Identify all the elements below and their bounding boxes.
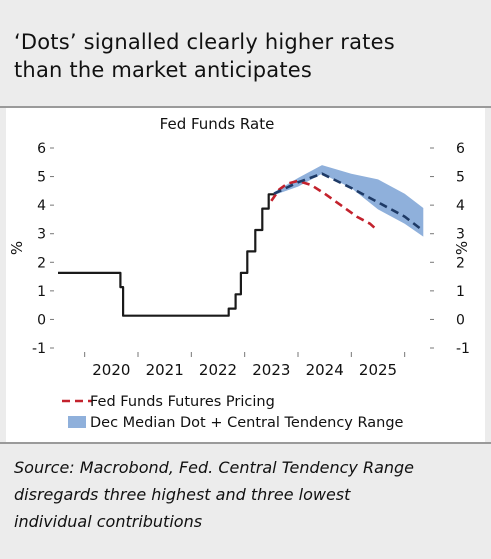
y-tick-label-left: 3 — [37, 227, 46, 243]
title-line-1: ‘Dots’ signalled clearly higher rates — [14, 30, 395, 54]
series-line — [273, 172, 425, 232]
page-title: ‘Dots’ signalled clearly higher rates th… — [14, 28, 484, 84]
axes: -1 -1 0 0 1 1 2 2 3 3 4 4 5 5 6 6 2020 2021 2022 2023 2024 20… — [32, 141, 470, 379]
y-tick-label-left: 1 — [37, 284, 46, 300]
central-tendency-band — [274, 165, 424, 237]
y-tick-label-right: -1 — [456, 341, 470, 357]
y-axis-label-right: % — [453, 241, 471, 255]
footer: Source: Macrobond, Fed. Central Tendency… — [0, 442, 491, 559]
y-tick-label-left: 2 — [37, 255, 46, 271]
y-tick-label-right: 6 — [456, 141, 465, 157]
y-tick-label-right: 1 — [456, 284, 465, 300]
y-tick-label-left: 6 — [37, 141, 46, 157]
fed-funds-chart: Fed Funds Rate % % -1 -1 0 0 1 1 2 2 3 3 4 4 5 5 6 6 202… — [8, 115, 471, 431]
legend-label: Dec Median Dot + Central Tendency Range — [90, 415, 404, 431]
series-line — [58, 193, 276, 317]
source-line-1: Source: Macrobond, Fed. Central Tendency… — [14, 458, 415, 477]
y-tick-label-right: 3 — [456, 227, 465, 243]
source-line-3: individual contributions — [14, 512, 203, 531]
header: ‘Dots’ signalled clearly higher rates th… — [0, 0, 491, 108]
y-tick-label-left: -1 — [32, 341, 46, 357]
legend-swatch-band — [68, 416, 86, 428]
legend: Fed Funds Futures Pricing Dec Median Dot … — [62, 394, 404, 431]
series-line — [270, 179, 379, 232]
x-tick-label: 2025 — [359, 361, 397, 379]
x-tick-label: 2021 — [146, 361, 184, 379]
x-tick-label: 2023 — [252, 361, 290, 379]
series-lines — [58, 172, 425, 317]
y-axis-label-left: % — [8, 241, 26, 255]
title-line-2: than the market anticipates — [14, 58, 313, 82]
x-tick-label: 2020 — [92, 361, 130, 379]
y-tick-label-left: 0 — [37, 312, 46, 328]
x-tick-label: 2022 — [199, 361, 237, 379]
y-tick-label-right: 5 — [456, 170, 465, 186]
y-tick-label-right: 4 — [456, 198, 465, 214]
source-line-2: disregards three highest and three lowes… — [14, 485, 351, 504]
chart-panel: Fed Funds Rate % % -1 -1 0 0 1 1 2 2 3 3 4 4 5 5 6 6 202… — [6, 108, 485, 442]
x-tick-label: 2024 — [306, 361, 344, 379]
chart-title: Fed Funds Rate — [160, 115, 275, 133]
y-tick-label-left: 4 — [37, 198, 46, 214]
y-tick-label-right: 2 — [456, 255, 465, 271]
source-note: Source: Macrobond, Fed. Central Tendency… — [14, 454, 484, 535]
y-tick-label-left: 5 — [37, 170, 46, 186]
legend-label: Fed Funds Futures Pricing — [90, 394, 275, 410]
band-area — [274, 165, 424, 237]
y-tick-label-right: 0 — [456, 312, 465, 328]
